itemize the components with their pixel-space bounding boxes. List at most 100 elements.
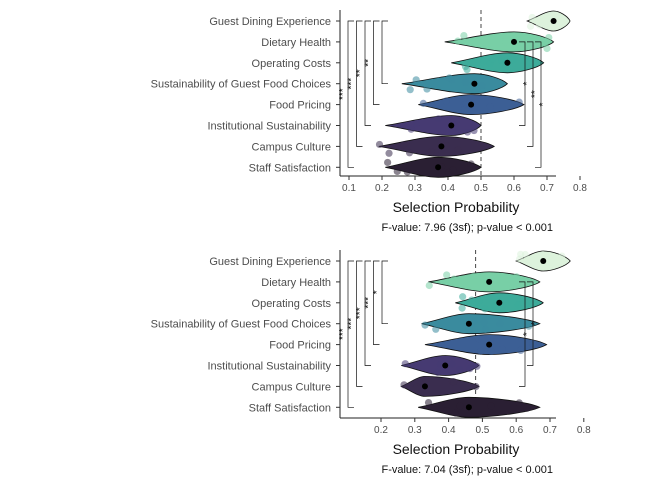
- data-point: [401, 360, 409, 368]
- significance-bracket: [381, 20, 388, 85]
- data-point: [452, 116, 461, 124]
- data-point: [419, 99, 427, 107]
- data-point: [466, 365, 474, 373]
- category-label: Food Pricing: [269, 340, 331, 352]
- data-point: [509, 56, 517, 64]
- x-tick-label: 0.7: [540, 183, 554, 194]
- data-point: [454, 37, 462, 45]
- category-label: Sustainability of Guest Food Choices: [151, 79, 332, 91]
- data-point: [542, 17, 550, 25]
- significance-bracket: [373, 260, 380, 345]
- mean-point: [435, 164, 442, 171]
- data-point: [517, 346, 525, 355]
- data-point: [472, 383, 480, 391]
- violin-8: [385, 156, 482, 178]
- x-tick-label: 0.1: [342, 183, 356, 194]
- mean-point: [511, 38, 517, 45]
- category-label: Sustainability of Guest Food Choices: [151, 319, 332, 331]
- category-label: Institutional Sustainability: [207, 361, 331, 373]
- data-point: [498, 345, 506, 353]
- mean-point: [540, 258, 547, 264]
- data-point: [393, 167, 401, 176]
- significance-bracket: [347, 260, 354, 408]
- significance-bracket: [527, 281, 534, 366]
- x-tick-label: 0.4: [442, 425, 456, 436]
- data-point: [456, 365, 464, 374]
- significance-label: *: [372, 290, 383, 294]
- significance-bracket: [519, 281, 526, 387]
- data-point: [434, 115, 442, 123]
- mean-point: [550, 18, 557, 24]
- data-point: [421, 321, 429, 329]
- significance-bracket: [364, 20, 371, 126]
- data-point: [470, 126, 478, 135]
- x-axis-label: Selection Probability: [393, 199, 520, 215]
- data-point: [433, 368, 442, 376]
- significance-bracket: [356, 260, 363, 387]
- data-point: [460, 32, 468, 40]
- significance-bracket: [535, 41, 542, 168]
- mean-point: [448, 122, 455, 129]
- x-tick-label: 0.3: [408, 425, 422, 436]
- data-point: [502, 38, 510, 46]
- data-point: [468, 296, 476, 304]
- data-point: [473, 362, 481, 370]
- data-point: [551, 11, 560, 19]
- significance-label: ***: [338, 328, 349, 340]
- data-point: [405, 149, 414, 157]
- x-axis-label: Selection Probability: [393, 441, 520, 457]
- significance-label: *: [530, 322, 541, 326]
- data-point: [515, 399, 523, 407]
- data-point: [525, 322, 533, 330]
- mean-point: [465, 320, 472, 327]
- data-point: [498, 56, 506, 65]
- chart-panel-1: 0.1 0.2 0.3 0.4 0.5 0.6 0.7 0.8 Selection Probab…: [151, 10, 587, 234]
- mean-point: [438, 143, 445, 150]
- significance-bracket: [381, 260, 388, 325]
- data-point: [436, 361, 444, 369]
- data-point: [450, 275, 458, 283]
- x-tick-label: 0.3: [408, 183, 422, 194]
- data-point: [535, 21, 544, 29]
- data-point: [412, 119, 420, 128]
- data-point: [412, 76, 420, 84]
- data-point: [523, 404, 531, 412]
- data-point: [425, 281, 433, 290]
- mean-point: [421, 383, 428, 390]
- significance-bracket: [356, 20, 363, 147]
- category-label: Campus Culture: [252, 381, 331, 393]
- violin-3: [451, 52, 545, 74]
- category-label: Guest Dining Experience: [209, 256, 331, 268]
- data-point: [494, 272, 502, 280]
- mean-point: [496, 299, 503, 306]
- significance-label: ***: [338, 88, 349, 100]
- significance-label: *: [522, 332, 533, 336]
- data-point: [486, 103, 494, 111]
- data-point: [487, 347, 495, 356]
- data-point: [495, 34, 503, 42]
- significance-label: **: [364, 59, 375, 67]
- data-point: [442, 141, 450, 150]
- data-point: [461, 78, 470, 86]
- mean-point: [465, 404, 472, 411]
- data-point: [432, 325, 440, 333]
- data-point: [527, 257, 535, 265]
- data-point: [400, 381, 408, 389]
- significance-label: *: [538, 103, 549, 107]
- data-point: [403, 168, 411, 176]
- x-tick-label: 0.6: [507, 183, 521, 194]
- data-point: [443, 271, 451, 279]
- significance-bracket: [364, 260, 371, 366]
- data-point: [458, 304, 466, 312]
- data-point: [448, 360, 456, 368]
- significance-label: **: [355, 69, 366, 77]
- category-label: Institutional Sustainability: [207, 121, 331, 133]
- significance-label: **: [530, 90, 541, 98]
- mean-point: [486, 278, 493, 285]
- significance-bracket: [373, 20, 380, 105]
- category-label: Operating Costs: [252, 58, 332, 70]
- data-point: [406, 86, 414, 94]
- x-tick-label: 0.2: [375, 183, 389, 194]
- stats-annotation: F-value: 7.04 (3sf); p-value < 0.001: [381, 464, 553, 476]
- mean-point: [442, 362, 449, 369]
